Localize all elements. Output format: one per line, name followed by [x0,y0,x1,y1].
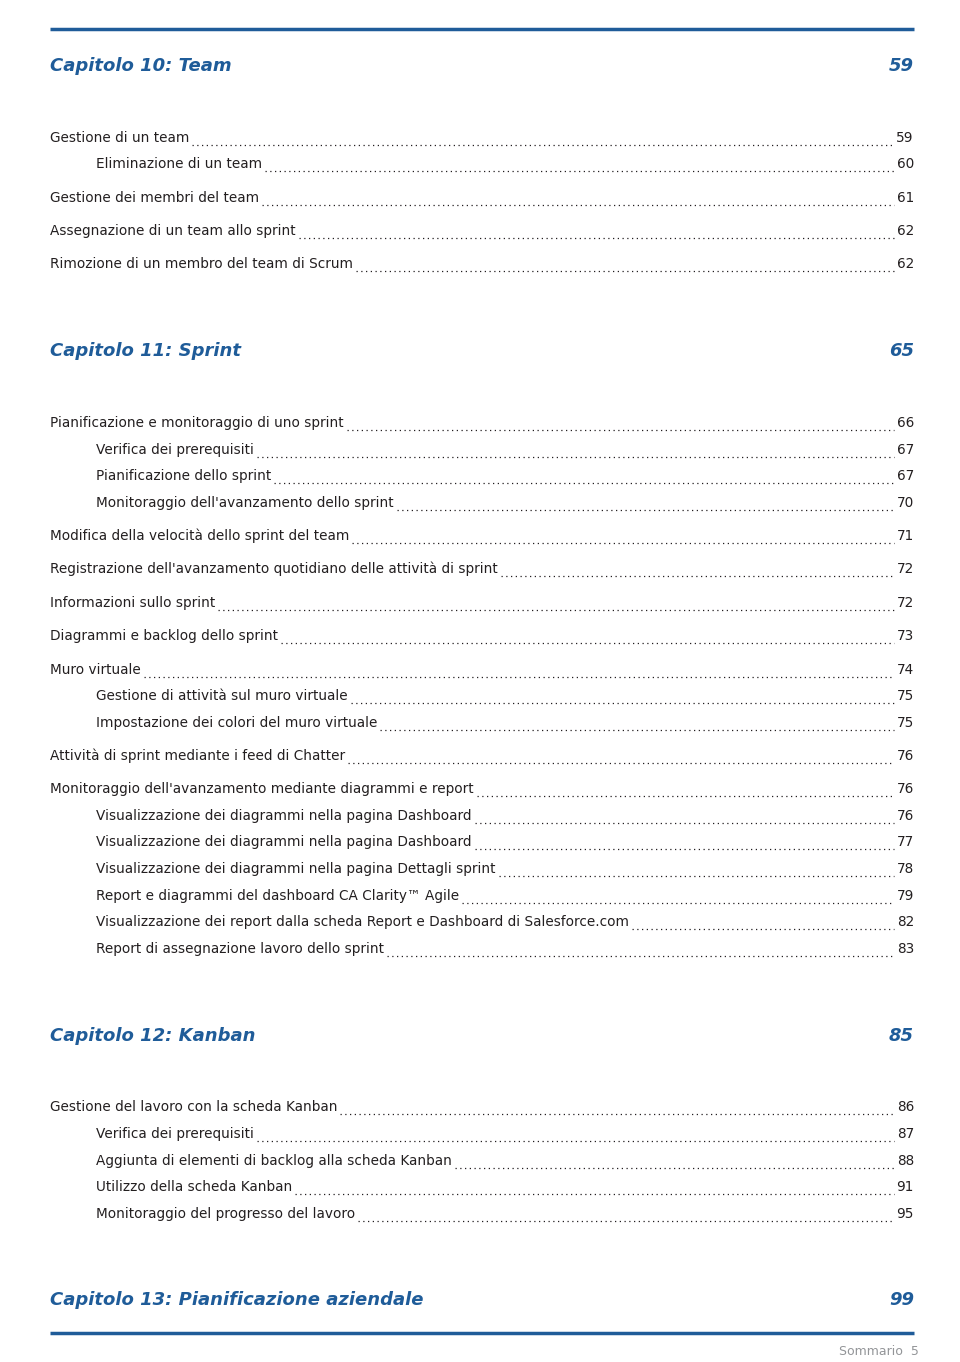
Text: 83: 83 [897,941,914,956]
Text: Visualizzazione dei report dalla scheda Report e Dashboard di Salesforce.com: Visualizzazione dei report dalla scheda … [96,915,629,929]
Text: Utilizzo della scheda Kanban: Utilizzo della scheda Kanban [96,1179,292,1194]
Text: Gestione di un team: Gestione di un team [50,131,189,144]
Text: 76: 76 [897,809,914,823]
Text: 88: 88 [897,1154,914,1167]
Text: 59: 59 [897,131,914,144]
Text: Diagrammi e backlog dello sprint: Diagrammi e backlog dello sprint [50,629,278,643]
Text: 78: 78 [897,862,914,876]
Text: Aggiunta di elementi di backlog alla scheda Kanban: Aggiunta di elementi di backlog alla sch… [96,1154,452,1167]
Text: Monitoraggio dell'avanzamento dello sprint: Monitoraggio dell'avanzamento dello spri… [96,496,394,509]
Text: Capitolo 10: Team: Capitolo 10: Team [50,57,231,75]
Text: Capitolo 13: Pianificazione aziendale: Capitolo 13: Pianificazione aziendale [50,1291,423,1309]
Text: 67: 67 [897,469,914,484]
Text: 72: 72 [897,563,914,576]
Text: 67: 67 [897,443,914,456]
Text: Assegnazione di un team allo sprint: Assegnazione di un team allo sprint [50,223,296,238]
Text: 95: 95 [897,1207,914,1220]
Text: Modifica della velocità dello sprint del team: Modifica della velocità dello sprint del… [50,528,349,543]
Text: Pianificazione dello sprint: Pianificazione dello sprint [96,469,272,484]
Text: Monitoraggio del progresso del lavoro: Monitoraggio del progresso del lavoro [96,1207,355,1220]
Text: 99: 99 [889,1291,914,1309]
Text: 77: 77 [897,835,914,850]
Text: Attività di sprint mediante i feed di Chatter: Attività di sprint mediante i feed di Ch… [50,749,345,763]
Text: Capitolo 12: Kanban: Capitolo 12: Kanban [50,1027,255,1045]
Text: 66: 66 [897,415,914,430]
Text: 76: 76 [897,749,914,763]
Text: Monitoraggio dell'avanzamento mediante diagrammi e report: Monitoraggio dell'avanzamento mediante d… [50,782,473,797]
Text: Capitolo 11: Sprint: Capitolo 11: Sprint [50,342,241,360]
Text: 62: 62 [897,223,914,238]
Text: Visualizzazione dei diagrammi nella pagina Dettagli sprint: Visualizzazione dei diagrammi nella pagi… [96,862,495,876]
Text: Gestione di attività sul muro virtuale: Gestione di attività sul muro virtuale [96,689,348,703]
Text: 74: 74 [897,662,914,677]
Text: Rimozione di un membro del team di Scrum: Rimozione di un membro del team di Scrum [50,257,353,271]
Text: 73: 73 [897,629,914,643]
Text: 85: 85 [889,1027,914,1045]
Text: Impostazione dei colori del muro virtuale: Impostazione dei colori del muro virtual… [96,715,377,730]
Text: Muro virtuale: Muro virtuale [50,662,141,677]
Text: 75: 75 [897,715,914,730]
Text: Visualizzazione dei diagrammi nella pagina Dashboard: Visualizzazione dei diagrammi nella pagi… [96,835,471,850]
Text: 75: 75 [897,689,914,703]
Text: Visualizzazione dei diagrammi nella pagina Dashboard: Visualizzazione dei diagrammi nella pagi… [96,809,471,823]
Text: 70: 70 [897,496,914,509]
Text: 87: 87 [897,1126,914,1141]
Text: 82: 82 [897,915,914,929]
Text: Informazioni sullo sprint: Informazioni sullo sprint [50,595,215,610]
Text: 76: 76 [897,782,914,797]
Text: Eliminazione di un team: Eliminazione di un team [96,157,262,172]
Text: 60: 60 [897,157,914,172]
Text: Verifica dei prerequisiti: Verifica dei prerequisiti [96,443,253,456]
Text: 79: 79 [897,888,914,903]
Text: Registrazione dell'avanzamento quotidiano delle attività di sprint: Registrazione dell'avanzamento quotidian… [50,563,497,576]
Text: Sommario  5: Sommario 5 [839,1344,919,1358]
Text: 62: 62 [897,257,914,271]
Text: Verifica dei prerequisiti: Verifica dei prerequisiti [96,1126,253,1141]
Text: Gestione dei membri del team: Gestione dei membri del team [50,191,259,204]
Text: 71: 71 [897,528,914,543]
Text: Report e diagrammi del dashboard CA Clarity™ Agile: Report e diagrammi del dashboard CA Clar… [96,888,459,903]
Text: Gestione del lavoro con la scheda Kanban: Gestione del lavoro con la scheda Kanban [50,1100,337,1114]
Text: Pianificazione e monitoraggio di uno sprint: Pianificazione e monitoraggio di uno spr… [50,415,344,430]
Text: 65: 65 [889,342,914,360]
Text: 61: 61 [897,191,914,204]
Text: 59: 59 [889,57,914,75]
Text: 91: 91 [897,1179,914,1194]
Text: 72: 72 [897,595,914,610]
Text: Report di assegnazione lavoro dello sprint: Report di assegnazione lavoro dello spri… [96,941,384,956]
Text: 86: 86 [897,1100,914,1114]
